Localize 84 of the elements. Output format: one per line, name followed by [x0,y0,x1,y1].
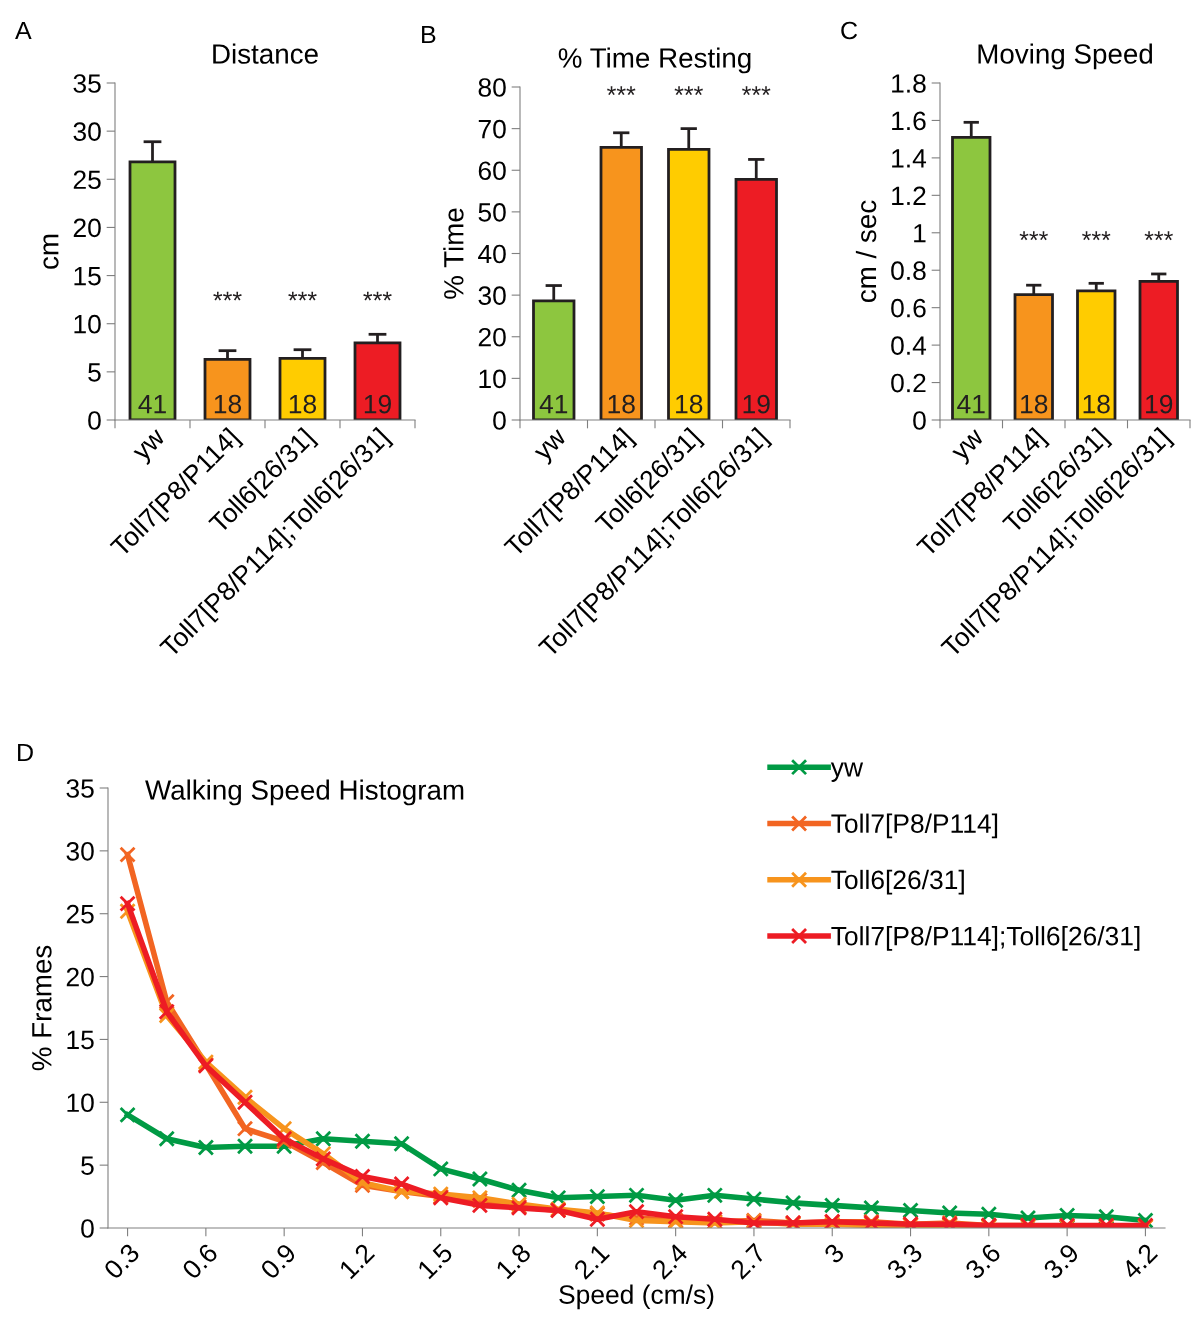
text: B [422,25,436,44]
y-tick-label: 1.4 [892,149,927,168]
legend-label: Toll7[P8/P114];Toll6[26/31] [831,926,1140,951]
annotation: 41 [138,395,166,414]
text: D [18,743,33,762]
x-tick-label: 3.3 [885,1242,924,1281]
x-tick-label: 2.7 [729,1242,767,1280]
annotation: 19 [743,394,770,414]
y-tick-label: 70 [478,119,506,139]
annotation: 41 [957,395,985,414]
chart-title: Moving Speed [978,43,1153,70]
y-tick-label: 30 [73,122,101,141]
y-tick-label: 30 [66,841,94,861]
y-tick-label: 25 [66,904,94,924]
y-tick-label: 0 [88,411,101,430]
text: A [15,21,32,40]
y-tick-label: 0.4 [891,336,927,355]
annotation: *** [213,291,242,301]
y-tick-label: 0.2 [891,373,926,393]
legend-label: Toll7[P8/P114] [831,813,998,839]
y-tick-label: 15 [74,266,101,286]
annotation: *** [1144,231,1173,241]
x-axis-title: Speed (cm/s) [559,1284,714,1310]
y-tick-label: 10 [479,369,506,389]
chart-title: Walking Speed Histogram [145,779,464,806]
annotation: *** [1019,231,1048,241]
y-tick-label: 20 [478,327,506,347]
x-tick-label: 4.2 [1120,1242,1159,1281]
annotation: *** [674,86,703,96]
y-tick-label: 35 [66,779,94,798]
y-axis-title: % Frames [32,945,52,1071]
x-tick-label: 2.4 [651,1242,689,1280]
annotation: *** [607,86,636,96]
x-tick-label: 0.9 [259,1242,297,1281]
y-axis-title: cm / sec [855,200,877,303]
x-tick-label: 0.3 [102,1242,141,1281]
annotation: *** [742,86,771,96]
y-tick-label: 1.6 [892,111,926,131]
y-tick-label: 25 [73,170,101,190]
annotation: *** [363,291,392,301]
y-tick-label: 1.2 [892,186,926,205]
x-tick-label: 3.9 [1042,1242,1080,1281]
annotation: 18 [676,394,703,414]
y-tick-label: 0.6 [891,298,926,318]
legend-label: yw [830,762,864,782]
legend-label: Toll6[26/31] [831,869,964,895]
y-tick-label: 1.8 [892,74,926,93]
y-tick-label: 5 [88,363,101,382]
y-tick-label: 40 [478,244,506,264]
chart-title: % Time Resting [558,47,751,74]
x-tick-label: 3.6 [964,1242,1002,1281]
text: C [841,21,858,40]
y-tick-label: 15 [67,1030,94,1050]
y-tick-label: 60 [478,161,506,181]
x-tick-label: 2.1 [572,1242,610,1280]
annotation: 19 [364,394,391,414]
annotation: 18 [289,394,317,414]
x-tick-label: 0.6 [181,1242,219,1281]
y-tick-label: 20 [66,967,94,987]
chart-title: Distance [213,43,318,64]
annotation: 41 [539,395,568,414]
x-tick-label: 1.5 [416,1242,454,1280]
annotation: 18 [1021,394,1048,414]
x-tick-label: 1.2 [338,1242,376,1280]
y-tick-label: 5 [81,1156,94,1175]
y-tick-label: 35 [73,74,101,93]
y-tick-label: 10 [67,1093,94,1113]
annotation: 18 [214,394,242,414]
annotation: *** [288,291,317,301]
y-tick-label: 10 [74,314,101,334]
y-axis-title: % Time [443,208,464,299]
y-tick-label: 30 [478,286,506,305]
y-tick-label: 80 [478,78,506,97]
annotation: *** [1082,231,1111,241]
annotation: 18 [608,394,635,414]
y-tick-label: 0.8 [891,261,926,281]
x-tick-label: 3 [823,1242,846,1265]
y-tick-label: 50 [478,203,506,222]
y-tick-label: 20 [73,218,101,238]
annotation: 18 [1083,394,1110,414]
y-tick-label: 1 [914,224,926,243]
y-axis-title: cm [43,234,59,269]
annotation: 19 [1146,394,1173,414]
y-tick-label: 0 [81,1219,94,1238]
